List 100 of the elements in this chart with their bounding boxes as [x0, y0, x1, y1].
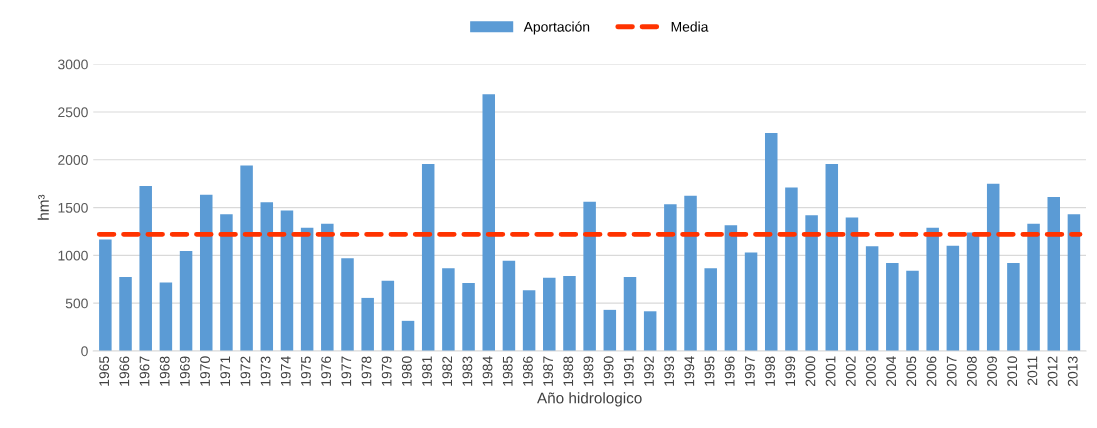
x-tick-label: 1981: [422, 356, 432, 386]
y-tick-label: 2500: [58, 107, 88, 118]
x-tick-label: 1989: [583, 356, 594, 386]
bar: [421, 164, 435, 351]
bar: [825, 164, 839, 351]
bar: [966, 232, 980, 351]
bar: [1047, 197, 1060, 351]
x-tick-label: 1985: [502, 356, 513, 386]
x-tick-label: 1994: [684, 356, 695, 386]
x-tick-label: 2011: [1027, 356, 1038, 385]
bar: [199, 194, 213, 351]
bar: [1007, 263, 1020, 351]
bar: [321, 223, 334, 351]
bar: [280, 210, 294, 351]
x-tick-label: 1984: [482, 356, 493, 386]
bar: [643, 311, 657, 351]
x-tick-label: 2007: [946, 356, 957, 387]
legend-label: Media: [671, 21, 709, 32]
x-tick-label: 2000: [805, 356, 816, 387]
bar: [179, 251, 193, 351]
x-tick-label: 1975: [301, 356, 311, 386]
y-axis-title: hm³: [37, 194, 49, 220]
bar: [1027, 223, 1040, 351]
bar: [522, 290, 536, 351]
x-tick-label: 1976: [321, 356, 332, 386]
bar: [664, 204, 677, 351]
bar: [502, 260, 516, 351]
x-tick-label: 1991: [623, 356, 634, 386]
x-tick-label: 1996: [724, 356, 735, 386]
x-tick-label: 1993: [664, 356, 675, 386]
x-tick-label: 2005: [906, 356, 917, 387]
bar: [119, 276, 132, 351]
y-tick-label: 2000: [58, 155, 88, 165]
x-tick-label: 1990: [603, 356, 614, 386]
bar: [704, 268, 717, 351]
bar: [361, 297, 374, 351]
y-tick-label: 1500: [58, 202, 88, 213]
x-tick-label: 1966: [119, 356, 130, 386]
x-tick-label: 1995: [704, 356, 715, 386]
x-tick-label: 1982: [442, 356, 453, 386]
x-tick-label: 1980: [401, 356, 412, 386]
x-tick-label: 1973: [260, 356, 271, 386]
x-tick-label: 2004: [886, 356, 897, 387]
x-tick-label: 1986: [522, 356, 533, 386]
bar: [139, 186, 152, 351]
bar: [906, 270, 919, 351]
x-tick-label: 2008: [966, 356, 977, 387]
x-tick-label: 1999: [785, 356, 796, 386]
x-tick-label: 1998: [765, 356, 775, 386]
x-tick-label: 1970: [200, 356, 210, 386]
bar: [543, 277, 556, 351]
bar: [946, 245, 960, 351]
x-tick-label: 2001: [825, 356, 836, 387]
x-tick-label: 2006: [926, 356, 937, 387]
x-tick-label: 2012: [1047, 356, 1058, 387]
bar: [1067, 214, 1081, 351]
bar: [583, 201, 596, 351]
x-tick-label: 1992: [644, 356, 654, 386]
bar: [240, 165, 253, 351]
y-tick-label: 3000: [58, 59, 88, 70]
bar: [442, 268, 455, 351]
y-tick-label: 0: [81, 346, 88, 357]
bar: [401, 320, 415, 351]
x-tick-label: 1965: [99, 356, 110, 386]
bar: [865, 246, 879, 351]
bar: [684, 195, 697, 351]
bar: [764, 133, 778, 351]
bar: [603, 309, 617, 351]
x-tick-label: 2013: [1067, 356, 1078, 387]
x-tick-label: 2009: [987, 356, 997, 387]
bar: [886, 263, 899, 351]
bar: [785, 187, 798, 351]
x-tick-label: 1968: [159, 356, 170, 386]
x-axis-title: Año hidrologico: [537, 392, 642, 407]
x-tick-label: 2010: [1007, 356, 1018, 387]
x-tick-label: 1979: [381, 356, 392, 386]
bar: [845, 217, 859, 351]
bar: [563, 275, 576, 351]
x-tick-label: 1977: [341, 356, 352, 386]
bar: [381, 280, 395, 351]
x-tick-label: 1967: [139, 356, 150, 386]
bar: [300, 227, 314, 351]
x-tick-label: 1997: [744, 356, 755, 386]
x-tick-label: 1972: [240, 356, 251, 386]
bar: [724, 225, 738, 351]
x-tick-label: 1969: [179, 356, 190, 386]
bar: [220, 214, 233, 351]
bar: [260, 202, 274, 351]
bar: [159, 282, 173, 351]
x-tick-label: 2003: [866, 356, 876, 387]
bar: [462, 283, 475, 351]
x-tick-label: 1971: [220, 356, 231, 386]
x-tick-label: 1983: [462, 356, 473, 386]
x-tick-label: 1978: [361, 356, 372, 386]
bar: [926, 227, 939, 351]
y-tick-label: 1000: [58, 250, 88, 261]
bar: [805, 215, 818, 351]
bar: [482, 94, 495, 351]
x-tick-label: 1987: [543, 356, 554, 386]
bar: [744, 252, 758, 351]
